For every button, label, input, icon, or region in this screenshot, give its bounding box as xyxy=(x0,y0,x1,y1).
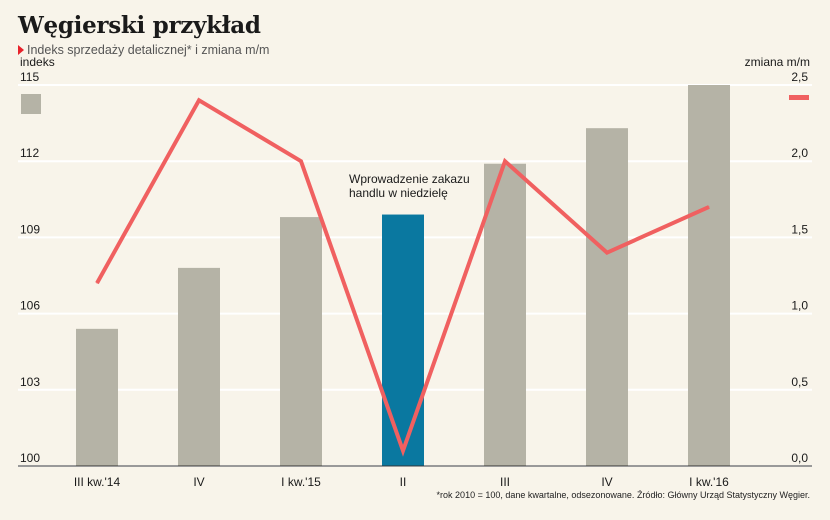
subtitle-marker-icon xyxy=(18,45,24,55)
bar xyxy=(76,328,118,466)
line-series xyxy=(95,97,710,457)
legend-swatch-line xyxy=(789,95,809,100)
y-right-tick-label: 1,0 xyxy=(791,299,808,313)
x-tick-label: II xyxy=(400,475,407,489)
y-left-tick-label: 103 xyxy=(20,375,40,389)
y-left-axis-label: indeks xyxy=(20,55,55,69)
y-left-tick-label: 109 xyxy=(20,222,40,236)
annotation-text: handlu w niedzielę xyxy=(349,186,448,200)
bar xyxy=(586,128,628,466)
annotation-text: Wprowadzenie zakazu xyxy=(349,172,470,186)
chart-subtitle-text: Indeks sprzedaży detalicznej* i zmiana m… xyxy=(27,43,270,57)
x-tick-label: I kw.'15 xyxy=(281,475,321,489)
bar xyxy=(688,85,730,466)
bar xyxy=(382,214,424,466)
y-right-tick-label: 0,0 xyxy=(791,451,808,465)
y-right-tick-label: 2,5 xyxy=(791,70,808,84)
y-right-tick-label: 2,0 xyxy=(791,146,808,160)
footnote: *rok 2010 = 100, dane kwartalne, odsezon… xyxy=(437,490,810,500)
line-point xyxy=(708,206,710,208)
x-tick-label: IV xyxy=(601,475,612,489)
bar xyxy=(484,163,526,467)
y-left-tick-label: 106 xyxy=(20,299,40,313)
bar xyxy=(280,217,322,466)
x-tick-label: III xyxy=(500,475,510,489)
y-left-tick-label: 100 xyxy=(20,451,40,465)
legend xyxy=(21,94,809,114)
line-point xyxy=(504,160,506,162)
y-right-tick-label: 0,5 xyxy=(791,375,808,389)
bar xyxy=(178,267,220,466)
x-tick-label: I kw.'16 xyxy=(689,475,729,489)
bars xyxy=(76,85,730,467)
line-point xyxy=(402,450,404,452)
y-right-tick-label: 1,5 xyxy=(791,222,808,236)
chart-title: Węgierski przykład xyxy=(18,12,261,39)
line-point xyxy=(96,282,98,284)
x-tick-label: III kw.'14 xyxy=(74,475,121,489)
line-point xyxy=(198,99,200,101)
chart-subtitle: Indeks sprzedaży detalicznej* i zmiana m… xyxy=(18,43,269,57)
line-point xyxy=(606,252,608,254)
axes: 100 0,0 103 0,5 106 1,0 109 1,5 112 2,0 115 2,5 inde… xyxy=(18,55,812,489)
x-tick-label: IV xyxy=(193,475,204,489)
y-right-axis-label: zmiana m/m xyxy=(745,55,810,69)
y-left-tick-label: 112 xyxy=(20,146,39,160)
legend-swatch-bar xyxy=(21,94,41,114)
line-point xyxy=(300,160,302,162)
y-left-tick-label: 115 xyxy=(20,70,39,84)
